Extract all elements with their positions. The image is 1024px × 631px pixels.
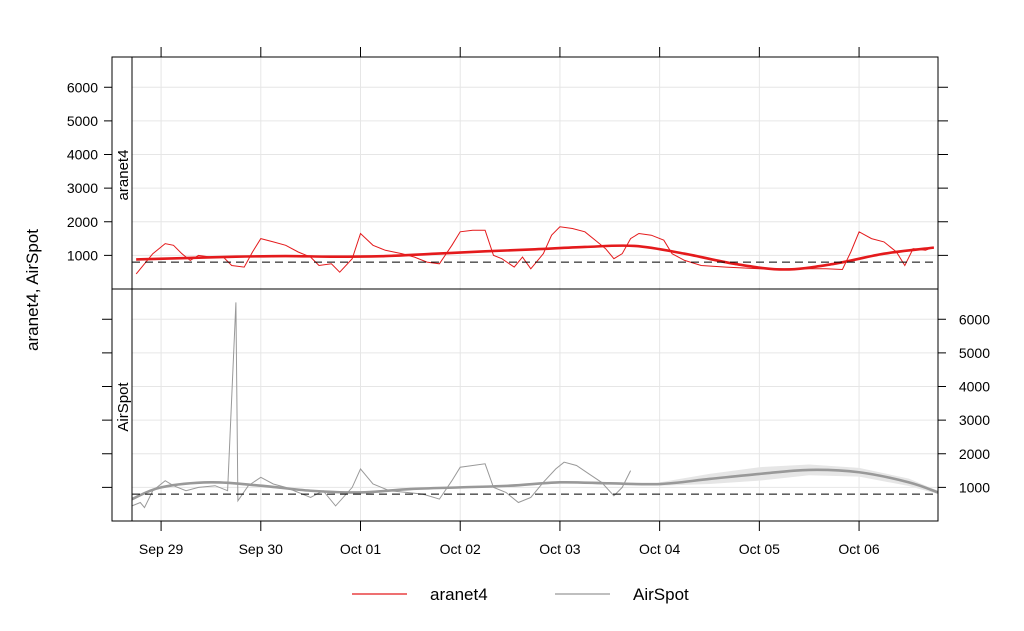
y-tick-label: 3000 xyxy=(67,180,98,196)
y-tick-label: 4000 xyxy=(67,147,98,163)
x-tick-label: Oct 06 xyxy=(838,541,879,557)
y-tick-label: 1000 xyxy=(67,247,98,263)
y-tick-label: 5000 xyxy=(959,345,990,361)
x-tick-label: Oct 01 xyxy=(340,541,381,557)
panel-frame xyxy=(111,288,939,522)
y-tick-label: 5000 xyxy=(67,113,98,129)
strip-label-aranet4: aranet4 xyxy=(115,150,132,201)
AirSpot-raw-line xyxy=(131,302,632,509)
x-tick-label: Sep 29 xyxy=(139,541,184,557)
x-tick-label: Oct 04 xyxy=(639,541,680,557)
aranet4-smooth-line xyxy=(136,244,935,271)
y-tick-label: 6000 xyxy=(959,311,990,327)
y-tick-label: 4000 xyxy=(959,379,990,395)
x-tick-label: Oct 05 xyxy=(739,541,780,557)
y-tick-label: 6000 xyxy=(67,79,98,95)
y-tick-label: 2000 xyxy=(67,214,98,230)
legend-label-AirSpot: AirSpot xyxy=(633,585,689,604)
y-tick-label: 2000 xyxy=(959,446,990,462)
y-tick-label: 1000 xyxy=(959,479,990,495)
y-tick-label: 3000 xyxy=(959,412,990,428)
panel-frame xyxy=(111,56,939,290)
x-tick-label: Oct 02 xyxy=(440,541,481,557)
y-axis-label: aranet4, AirSpot xyxy=(23,229,42,351)
strip-label-AirSpot: AirSpot xyxy=(115,382,132,432)
x-tick-label: Sep 30 xyxy=(239,541,284,557)
confidence-band xyxy=(659,464,938,495)
legend-label-aranet4: aranet4 xyxy=(430,585,488,604)
x-tick-label: Oct 03 xyxy=(539,541,580,557)
AirSpot-smooth-line xyxy=(131,468,939,501)
